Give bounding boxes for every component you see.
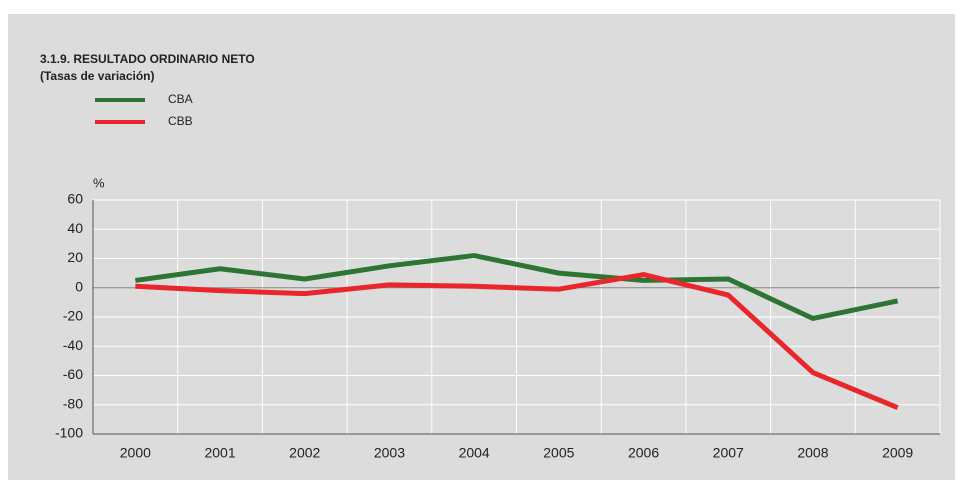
chart-subtitle: (Tasas de variación) [40,69,155,83]
y-tick-label: 0 [75,278,83,294]
series-line [135,272,899,410]
y-tick-label: -40 [63,337,83,353]
y-tick-label: -60 [63,366,83,382]
y-tick-label: -100 [55,425,83,441]
x-tick-label: 2007 [713,445,744,461]
x-tick-label: 2003 [374,445,405,461]
y-tick-label: -80 [63,395,83,411]
x-tick-label: 2006 [628,445,659,461]
x-tick-label: 2008 [797,445,828,461]
y-axis-label: % [93,175,105,190]
x-tick-label: 2009 [882,445,913,461]
y-tick-label: 40 [67,220,83,236]
x-tick-label: 2002 [289,445,320,461]
y-tick-label: 60 [67,191,83,207]
x-tick-label: 2001 [204,445,235,461]
y-tick-label: -20 [63,308,83,324]
x-tick-label: 2005 [543,445,574,461]
panel [8,14,955,480]
x-tick-label: 2000 [120,445,151,461]
y-tick-label: 20 [67,249,83,265]
legend-label: CBA [168,92,193,106]
legend-label: CBB [168,114,193,128]
series-line [135,253,899,321]
chart-title: 3.1.9. RESULTADO ORDINARIO NETO [40,52,255,66]
x-tick-label: 2004 [459,445,490,461]
